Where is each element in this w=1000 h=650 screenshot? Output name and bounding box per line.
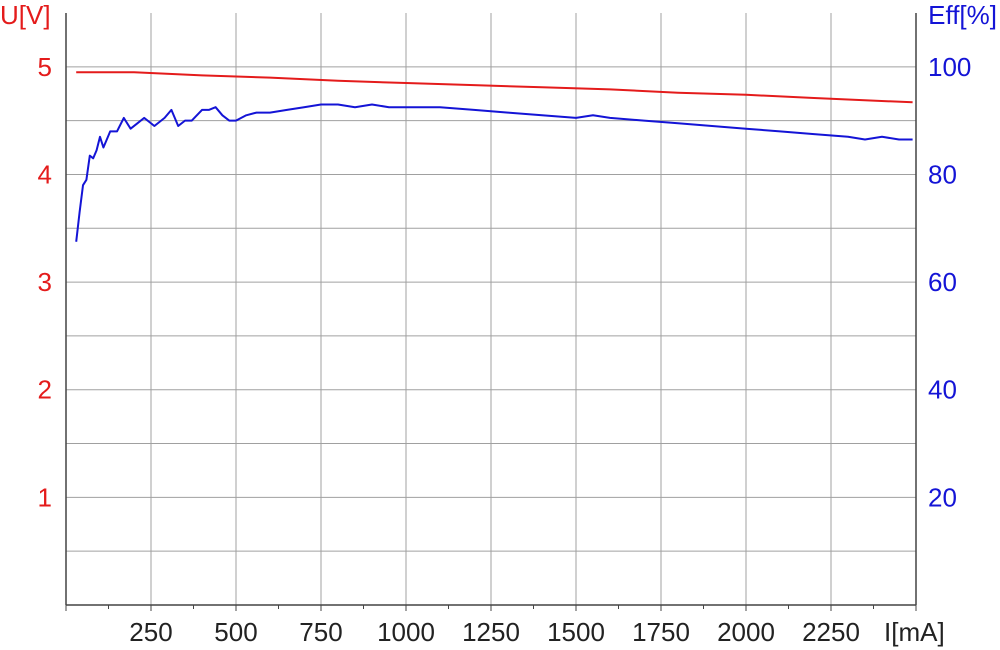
y-right-tick-label: 40 xyxy=(928,375,957,405)
y-right-tick-label: 100 xyxy=(928,52,971,82)
y-left-tick-label: 2 xyxy=(38,375,52,405)
y-axis-right-title: Eff[%] xyxy=(928,0,997,30)
x-tick-label: 2000 xyxy=(717,617,775,647)
y-left-tick-label: 3 xyxy=(38,267,52,297)
x-tick-label: 1750 xyxy=(632,617,690,647)
x-tick-label: 1000 xyxy=(377,617,435,647)
x-tick-label: 250 xyxy=(129,617,172,647)
x-tick-label: 750 xyxy=(299,617,342,647)
x-tick-label: 500 xyxy=(214,617,257,647)
y-right-tick-label: 60 xyxy=(928,267,957,297)
tick-labels: 250 500 750 1000 1250 1500 1750 2000 2250 1 2 3 4 5 20… xyxy=(38,52,972,647)
x-axis-title: I[mA] xyxy=(884,617,945,647)
series-group xyxy=(75,71,913,242)
y-left-tick-label: 4 xyxy=(38,159,52,189)
voltage-line xyxy=(76,71,913,104)
axes xyxy=(65,13,917,611)
y-axis-left-title: U[V] xyxy=(0,0,51,30)
x-tick-label: 2250 xyxy=(802,617,860,647)
y-left-tick-label: 5 xyxy=(38,52,52,82)
y-right-tick-label: 80 xyxy=(928,159,957,189)
y-right-tick-label: 20 xyxy=(928,482,957,512)
efficiency-line xyxy=(75,103,913,242)
x-tick-label: 1250 xyxy=(462,617,520,647)
x-tick-label: 1500 xyxy=(547,617,605,647)
grid xyxy=(66,13,916,605)
y-left-tick-label: 1 xyxy=(38,482,52,512)
